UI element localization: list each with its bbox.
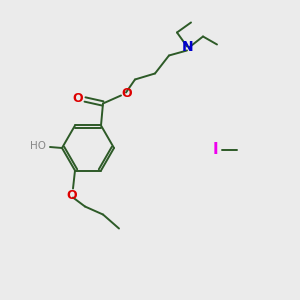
Text: O: O [73, 92, 83, 105]
Text: I: I [212, 142, 218, 158]
Text: N: N [182, 40, 194, 55]
Text: O: O [67, 189, 77, 202]
Text: O: O [122, 87, 132, 100]
Text: HO: HO [30, 141, 46, 151]
